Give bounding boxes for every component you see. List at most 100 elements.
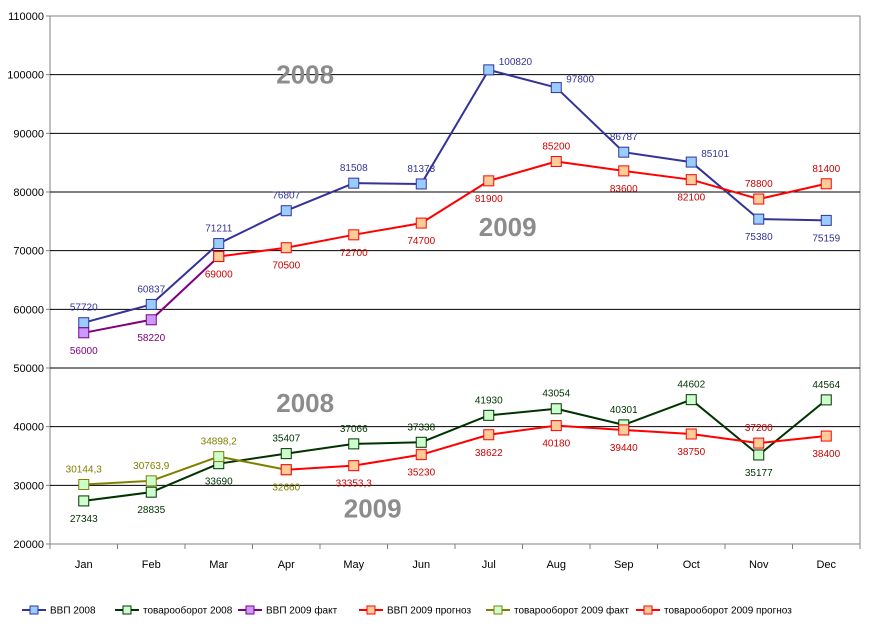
- data-point: [753, 213, 765, 225]
- data-label: 97800: [566, 75, 594, 86]
- data-label: 82100: [677, 193, 705, 204]
- data-label: 76807: [272, 191, 300, 202]
- series-line: [83, 398, 827, 502]
- data-label: 35407: [272, 434, 300, 445]
- data-point: [550, 403, 562, 415]
- y-tick-label: 90000: [13, 128, 44, 140]
- x-tick-label: Sep: [614, 559, 634, 571]
- data-label: 44564: [812, 380, 840, 391]
- data-point: [348, 177, 360, 189]
- x-tick-label: Oct: [683, 559, 700, 571]
- data-label: 57720: [70, 303, 98, 314]
- data-point: [685, 394, 697, 406]
- data-label: 34898,2: [201, 437, 238, 448]
- data-label: 83600: [610, 184, 638, 195]
- data-label: 39440: [610, 443, 638, 454]
- data-label: 33353,3: [336, 479, 373, 490]
- data-label: 35177: [745, 468, 773, 479]
- data-label: 70500: [272, 261, 300, 272]
- series-line: [83, 68, 827, 324]
- data-point: [145, 298, 157, 310]
- legend-marker: [366, 605, 376, 615]
- data-point: [685, 428, 697, 440]
- plot-area: [49, 15, 861, 545]
- legend-marker: [245, 605, 255, 615]
- legend-label: ВВП 2009 факт: [266, 605, 338, 617]
- x-tick-label: Nov: [749, 559, 769, 571]
- data-label: 81400: [812, 164, 840, 175]
- legend-marker: [643, 605, 653, 615]
- x-tick-label: Feb: [142, 559, 161, 571]
- x-tick-label: Aug: [546, 559, 566, 571]
- data-point: [753, 193, 765, 205]
- data-point: [213, 238, 225, 250]
- legend-marker: [29, 605, 39, 615]
- y-tick-label: 40000: [13, 422, 44, 434]
- data-label: 32660: [272, 483, 300, 494]
- data-label: 27343: [70, 514, 98, 525]
- x-tick-label: Mar: [209, 559, 228, 571]
- data-point: [415, 449, 427, 461]
- data-label: 75380: [745, 232, 773, 243]
- data-point: [483, 64, 495, 76]
- data-point: [145, 314, 157, 326]
- data-point: [348, 438, 360, 450]
- y-tick-label: 80000: [13, 187, 44, 199]
- data-label: 33690: [205, 477, 233, 488]
- legend-label: товарооборот 2009 прогноз: [664, 605, 792, 617]
- data-point: [415, 178, 427, 190]
- x-tick-label: Apr: [278, 559, 295, 571]
- y-tick-label: 110000: [8, 11, 44, 23]
- data-label: 69000: [205, 270, 233, 281]
- data-point: [213, 451, 225, 463]
- data-label: 78800: [745, 179, 773, 190]
- data-point: [820, 430, 832, 442]
- data-label: 40180: [542, 439, 570, 450]
- y-tick-label: 100000: [7, 70, 44, 82]
- data-point: [820, 178, 832, 190]
- legend-marker: [493, 605, 503, 615]
- data-point: [280, 242, 292, 254]
- series-line: [83, 455, 287, 486]
- year-annotation: 2008: [276, 388, 334, 418]
- data-point: [280, 205, 292, 217]
- y-tick-label: 20000: [13, 539, 44, 551]
- data-label: 71211: [205, 224, 233, 235]
- y-tick-label: 70000: [13, 246, 44, 258]
- data-label: 81900: [475, 194, 503, 205]
- data-point: [550, 420, 562, 432]
- data-point: [78, 327, 90, 339]
- data-point: [483, 429, 495, 441]
- data-point: [618, 146, 630, 158]
- data-label: 85101: [701, 149, 729, 160]
- year-annotation: 2009: [479, 212, 537, 242]
- data-point: [550, 155, 562, 167]
- data-label: 41930: [475, 395, 503, 406]
- data-point: [685, 156, 697, 168]
- y-tick-label: 50000: [13, 363, 44, 375]
- data-point: [213, 251, 225, 263]
- data-label: 28835: [137, 505, 165, 516]
- data-label: 58220: [137, 333, 165, 344]
- data-point: [78, 478, 90, 490]
- data-label: 56000: [70, 346, 98, 357]
- data-point: [280, 448, 292, 460]
- data-label: 43054: [542, 389, 570, 400]
- data-point: [618, 165, 630, 177]
- data-point: [618, 424, 630, 436]
- legend-marker: [122, 605, 132, 615]
- y-tick-label: 60000: [13, 304, 44, 316]
- data-label: 35230: [407, 468, 435, 479]
- data-label: 37200: [745, 423, 773, 434]
- data-point: [820, 394, 832, 406]
- data-point: [348, 229, 360, 241]
- x-tick-label: Jul: [482, 559, 496, 571]
- legend-label: товарооборот 2008: [143, 605, 233, 617]
- data-point: [145, 475, 157, 487]
- data-label: 37066: [340, 424, 368, 435]
- data-point: [145, 486, 157, 498]
- data-point: [415, 217, 427, 229]
- data-label: 40301: [610, 405, 638, 416]
